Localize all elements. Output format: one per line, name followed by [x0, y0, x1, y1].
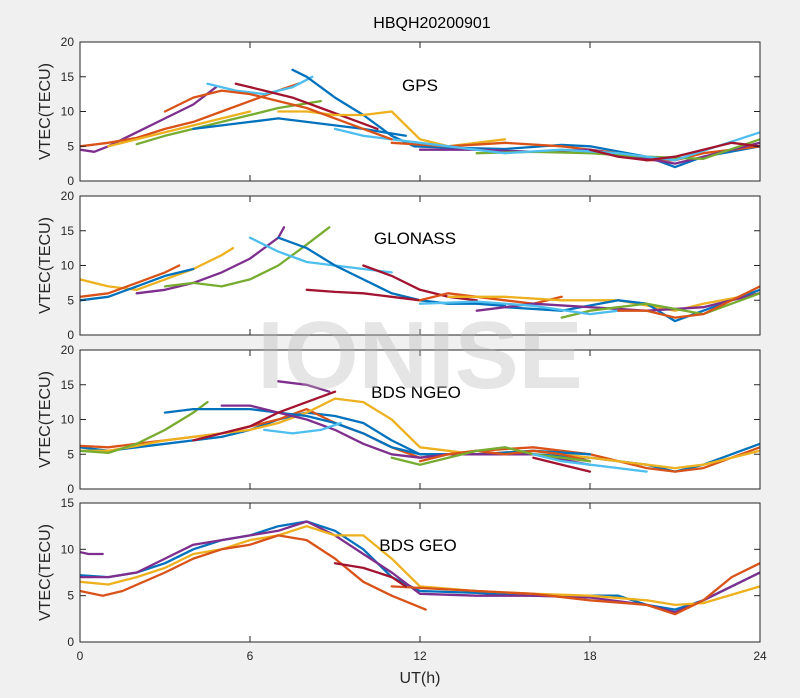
- series-line: [277, 236, 507, 307]
- panel-annotation: GPS: [402, 76, 438, 95]
- series-line: [80, 400, 209, 455]
- y-axis-label: VTEC(TECU): [37, 371, 54, 468]
- series-line: [277, 380, 331, 393]
- watermark-text: IONISE: [257, 302, 582, 409]
- y-axis-label: VTEC(TECU): [37, 63, 54, 160]
- plot-area: [80, 503, 760, 642]
- series-line: [163, 226, 331, 288]
- series-line: [305, 288, 422, 302]
- y-tick-label: 15: [61, 70, 75, 84]
- subplot-1: 0 5 10 15 20 VTEC(TECU) GPS: [37, 35, 761, 188]
- y-tick-label: 20: [61, 35, 75, 49]
- x-tick-label: 24: [753, 649, 767, 663]
- x-tick-label: 18: [583, 649, 597, 663]
- series-line: [80, 86, 218, 153]
- series-line: [291, 68, 760, 169]
- figure-title: HBQH20200901: [373, 15, 491, 32]
- x-tick-label: 12: [413, 649, 427, 663]
- y-tick-label: 5: [67, 589, 74, 603]
- y-tick-label: 0: [67, 482, 74, 496]
- y-tick-label: 10: [61, 105, 75, 119]
- panel-annotation: BDS GEO: [379, 536, 456, 555]
- subplot-3: 0 5 10 15 20 VTEC(TECU) BDS NGEO: [37, 343, 761, 496]
- series-line: [80, 534, 427, 611]
- y-axis-label: VTEC(TECU): [37, 524, 54, 621]
- series-line: [192, 390, 337, 442]
- y-axis-label: VTEC(TECU): [37, 217, 54, 314]
- series-line: [390, 562, 760, 616]
- y-tick-label: 15: [61, 496, 75, 510]
- y-tick-label: 5: [67, 293, 74, 307]
- series-line: [248, 236, 393, 274]
- series-group: [80, 68, 760, 169]
- series-line: [80, 550, 104, 556]
- y-tick-label: 15: [61, 378, 75, 392]
- series-line: [532, 456, 592, 473]
- panel-annotation: GLONASS: [374, 229, 456, 248]
- series-line: [263, 421, 342, 435]
- series-line: [418, 449, 592, 463]
- series-line: [418, 300, 620, 316]
- x-axis-label: UT(h): [400, 670, 441, 687]
- series-line: [333, 127, 760, 162]
- y-tick-label: 5: [67, 139, 74, 153]
- x-tick-label: 6: [247, 649, 254, 663]
- series-line: [333, 562, 407, 588]
- series-line: [220, 404, 592, 466]
- series-line: [588, 141, 760, 162]
- y-tick-label: 20: [61, 189, 75, 203]
- series-line: [362, 264, 478, 302]
- series-group: [80, 380, 760, 473]
- series-line: [107, 110, 252, 148]
- series-line: [135, 99, 322, 146]
- y-tick-label: 20: [61, 343, 75, 357]
- y-tick-label: 10: [61, 413, 75, 427]
- subplot-4: 0 5 10 15 0 6 12 18 24 VTEC(TECU) BDS GEO: [37, 496, 767, 663]
- series-line: [234, 82, 379, 131]
- x-tick-label: 0: [77, 649, 84, 663]
- series-group: [80, 520, 760, 616]
- series-line: [532, 453, 648, 473]
- panel-annotation: BDS NGEO: [371, 383, 461, 402]
- y-tick-label: 10: [61, 259, 75, 273]
- series-line: [80, 520, 760, 611]
- series-line: [80, 525, 760, 607]
- series-line: [617, 285, 760, 319]
- series-line: [80, 397, 760, 470]
- subplot-stack: 0 5 10 15 20 VTEC(TECU) GPS 0 5 10 15 20 VTEC(TECU) G…: [37, 35, 767, 663]
- y-tick-label: 15: [61, 224, 75, 238]
- series-line: [418, 292, 563, 305]
- series-line: [80, 246, 235, 291]
- series-line: [163, 89, 393, 141]
- series-group: [80, 226, 760, 323]
- series-line: [390, 446, 592, 466]
- series-line: [206, 75, 314, 96]
- y-tick-label: 5: [67, 447, 74, 461]
- y-tick-label: 0: [67, 328, 74, 342]
- series-line: [80, 267, 195, 302]
- y-tick-label: 0: [67, 174, 74, 188]
- y-tick-label: 0: [67, 635, 74, 649]
- series-line: [80, 264, 181, 298]
- subplot-2: 0 5 10 15 20 VTEC(TECU) GLONASS: [37, 189, 761, 342]
- y-tick-label: 10: [61, 542, 75, 556]
